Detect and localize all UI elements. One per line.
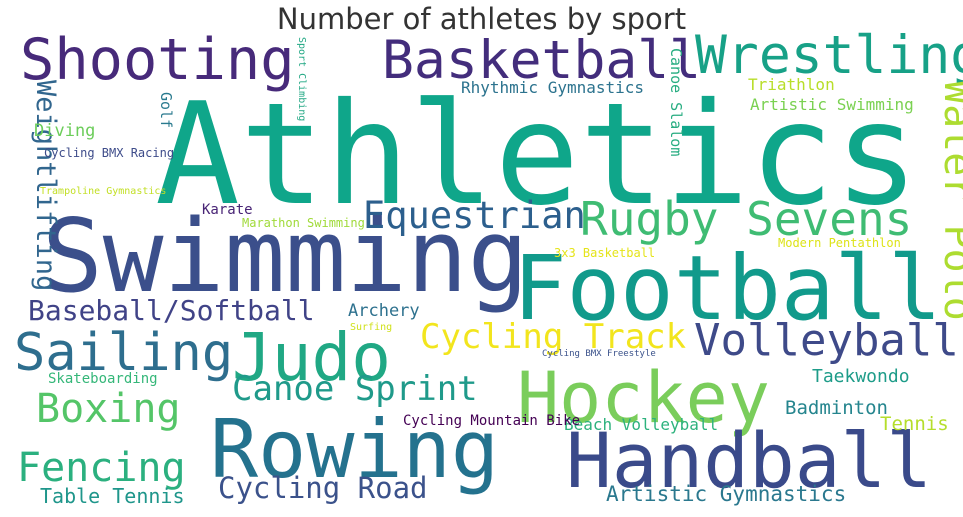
word-artistic-gymnastics: Artistic Gymnastics bbox=[606, 482, 846, 506]
word-diving: Diving bbox=[34, 121, 95, 141]
word-rowing: Rowing bbox=[210, 403, 499, 496]
word-cycling-mountain-bike: Cycling Mountain Bike bbox=[403, 413, 580, 429]
word-tennis: Tennis bbox=[880, 413, 949, 435]
word-boxing: Boxing bbox=[36, 386, 181, 432]
word-3x3-basketball: 3x3 Basketball bbox=[554, 246, 655, 260]
word-cycling-bmx-freestyle: Cycling BMX Freestyle bbox=[542, 349, 656, 359]
word-cycling-track: Cycling Track bbox=[420, 317, 686, 357]
word-archery: Archery bbox=[348, 301, 420, 321]
word-handball: Handball bbox=[566, 416, 932, 505]
word-trampoline-gymnastics: Trampoline Gymnastics bbox=[40, 186, 166, 197]
word-water-polo: Water Polo bbox=[935, 80, 963, 321]
word-volleyball: Volleyball bbox=[694, 315, 959, 366]
word-shooting: Shooting bbox=[20, 27, 295, 93]
word-cycling-bmx-racing: Cycling BMX Racing bbox=[44, 146, 174, 160]
word-artistic-swimming: Artistic Swimming bbox=[750, 95, 914, 114]
word-basketball: Basketball bbox=[382, 30, 701, 91]
word-table-tennis: Table Tennis bbox=[40, 484, 185, 508]
word-karate: Karate bbox=[202, 202, 253, 218]
word-rugby-sevens: Rugby Sevens bbox=[580, 192, 912, 246]
word-swimming: Swimming bbox=[42, 197, 528, 315]
word-golf: Golf bbox=[157, 92, 175, 128]
word-sport-climbing: Sport Climbing bbox=[296, 37, 307, 121]
word-cycling-road: Cycling Road bbox=[218, 471, 428, 505]
word-beach-volleyball: Beach Volleyball bbox=[564, 415, 718, 434]
word-athletics: Athletics bbox=[155, 73, 919, 237]
word-equestrian: Equestrian bbox=[363, 194, 586, 237]
word-football: Football bbox=[513, 236, 942, 340]
word-taekwondo: Taekwondo bbox=[812, 366, 910, 387]
word-wrestling: Wrestling bbox=[695, 25, 963, 86]
word-canoe-slalom: Canoe Slalom bbox=[667, 48, 685, 156]
word-sailing: Sailing bbox=[14, 323, 233, 383]
word-badminton: Badminton bbox=[785, 397, 888, 419]
word-weightlifting: Weightlifting bbox=[30, 80, 61, 291]
word-modern-pentathlon: Modern Pentathlon bbox=[778, 236, 901, 250]
word-skateboarding: Skateboarding bbox=[48, 371, 158, 387]
word-triathlon: Triathlon bbox=[748, 75, 835, 94]
chart-title: Number of athletes by sport bbox=[276, 2, 687, 36]
word-canoe-sprint: Canoe Sprint bbox=[232, 369, 478, 409]
word-surfing: Surfing bbox=[350, 322, 392, 333]
word-fencing: Fencing bbox=[17, 445, 186, 491]
word-marathon-swimming: Marathon Swimming bbox=[242, 216, 365, 230]
word-baseball-softball: Baseball/Softball bbox=[28, 294, 315, 327]
word-judo: Judo bbox=[232, 319, 391, 396]
word-hockey: Hockey bbox=[517, 357, 770, 439]
word-rhythmic-gymnastics: Rhythmic Gymnastics bbox=[461, 78, 644, 97]
